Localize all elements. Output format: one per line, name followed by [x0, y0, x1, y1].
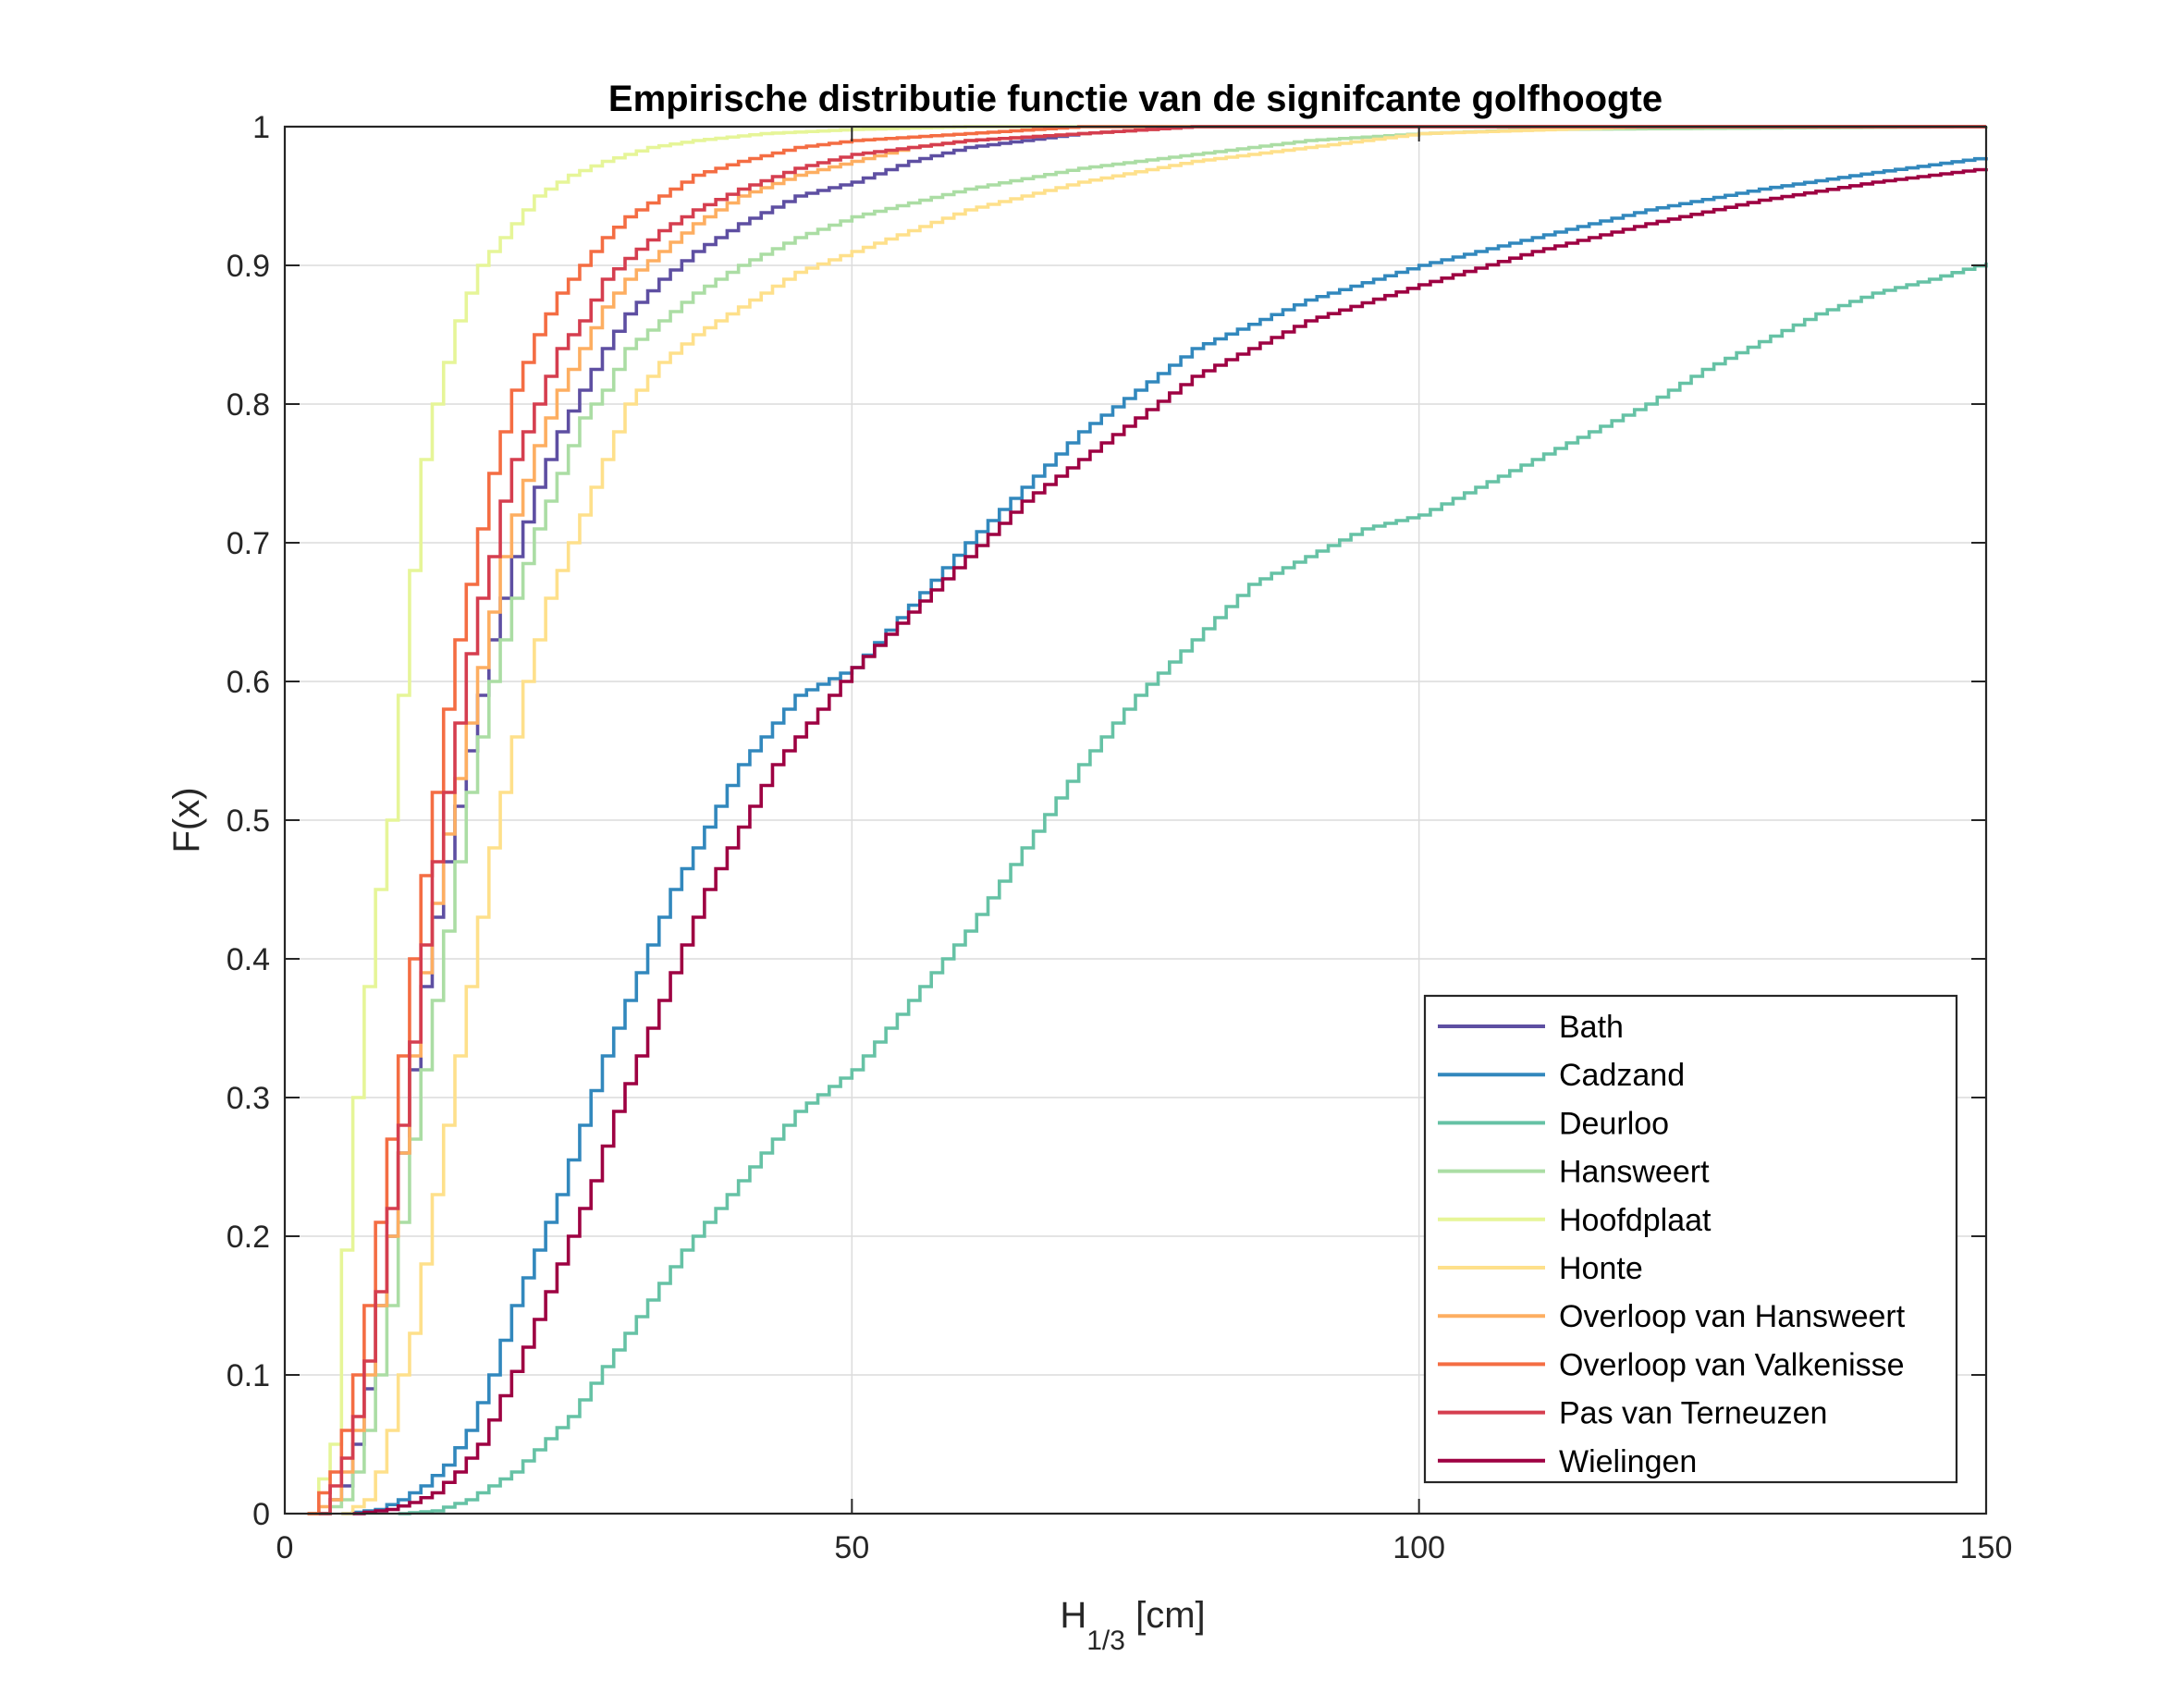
legend: Bath Cadzand Deurloo Hansweert Hoofdplaat Hon… [1423, 994, 1958, 1484]
x-axis-label-main: H [1060, 1595, 1086, 1636]
legend-label: Hoofdplaat [1559, 1203, 1712, 1238]
y-tick-label: 0.7 [227, 526, 270, 561]
y-axis-label: F(x) [166, 787, 207, 853]
chart-title: Empirische distributie functie van de si… [608, 79, 1663, 119]
x-tick-label: 150 [1960, 1530, 2013, 1565]
legend-label: Wielingen [1559, 1444, 1697, 1479]
series-line-wielingen [352, 167, 1988, 1515]
legend-label: Pas van Terneuzen [1559, 1396, 1827, 1431]
series-line-honte [341, 125, 1986, 1515]
x-tick-label: 100 [1393, 1530, 1445, 1565]
legend-box [1423, 994, 1958, 1484]
x-axis-label-subscript: 1/3 [1086, 1626, 1125, 1656]
y-tick-label: 0.2 [227, 1220, 270, 1255]
legend-label: Honte [1559, 1251, 1643, 1286]
axis-ticks: 0 50 100 150 0 0.1 0.2 0.3 0.4 0.5 0.6 0.7 0.8 0.9 1 [227, 110, 2013, 1565]
legend-label: Cadzand [1559, 1058, 1685, 1093]
x-axis-label: H1/3 [cm] [1060, 1595, 1205, 1656]
y-tick-label: 1 [252, 110, 270, 145]
legend-label: Overloop van Valkenisse [1559, 1347, 1905, 1382]
legend-label: Deurloo [1559, 1106, 1669, 1141]
series-line-deurloo [398, 263, 1988, 1515]
y-tick-label: 0.5 [227, 804, 270, 839]
legend-entries: Bath Cadzand Deurloo Hansweert Hoofdplaat Hon… [1438, 1010, 1906, 1479]
series-line-hansweert [318, 125, 1988, 1515]
y-tick-label: 0.6 [227, 665, 270, 700]
y-tick-label: 0.9 [227, 249, 270, 284]
x-tick-label: 0 [276, 1530, 294, 1565]
y-tick-label: 0.1 [227, 1358, 270, 1393]
series-line-cadzand [341, 156, 1988, 1515]
legend-label: Overloop van Hansweert [1559, 1299, 1906, 1334]
y-tick-label: 0 [252, 1497, 270, 1532]
legend-label: Hansweert [1559, 1155, 1710, 1190]
x-tick-label: 50 [834, 1530, 869, 1565]
x-axis-label-unit: [cm] [1135, 1595, 1206, 1636]
y-tick-label: 0.4 [227, 942, 270, 977]
x-axis-label-space [1125, 1595, 1135, 1636]
y-tick-label: 0.3 [227, 1081, 270, 1116]
legend-label: Bath [1559, 1010, 1624, 1045]
y-tick-label: 0.8 [227, 387, 270, 423]
